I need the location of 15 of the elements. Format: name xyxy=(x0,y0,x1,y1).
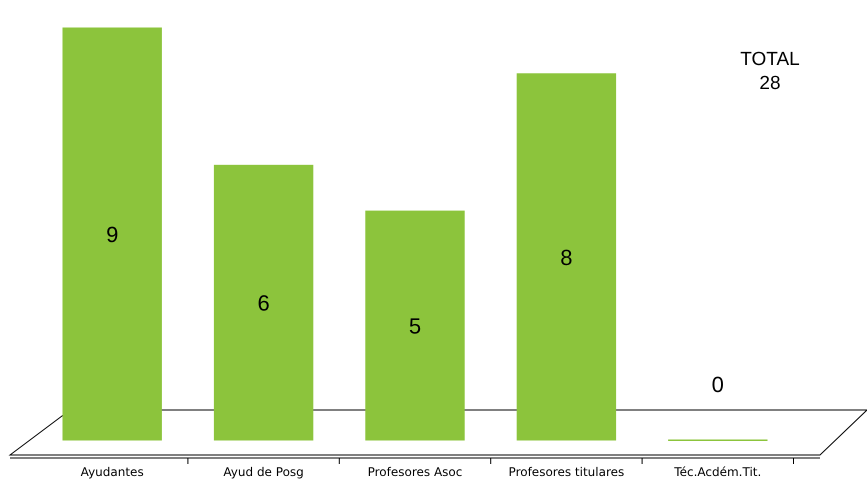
x-tick-label: Téc.Acdém.Tit. xyxy=(673,465,762,479)
data-label: 5 xyxy=(408,314,422,339)
data-label: 0 xyxy=(712,372,724,397)
annotation: TOTAL 28 xyxy=(740,49,800,94)
data-label: 8 xyxy=(560,244,573,270)
bar xyxy=(62,28,162,440)
bar xyxy=(516,73,616,440)
bar xyxy=(214,164,314,440)
x-tick-label: Ayudantes xyxy=(80,465,144,479)
data-label: 9 xyxy=(106,222,118,247)
x-tick-label: Profesores Asoc xyxy=(368,465,462,479)
bar xyxy=(365,210,465,440)
x-tick-label: Ayud de Posg xyxy=(223,465,304,479)
data-label: 6 xyxy=(257,290,270,316)
x-tick-label: Profesores titulares xyxy=(508,465,624,479)
